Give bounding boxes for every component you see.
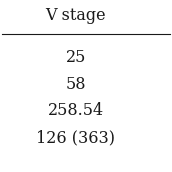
Text: 58: 58: [65, 76, 86, 93]
Text: 25: 25: [66, 49, 86, 66]
Text: 258.54: 258.54: [48, 103, 104, 119]
Text: 126 (363): 126 (363): [36, 129, 115, 146]
Text: V stage: V stage: [45, 7, 106, 24]
